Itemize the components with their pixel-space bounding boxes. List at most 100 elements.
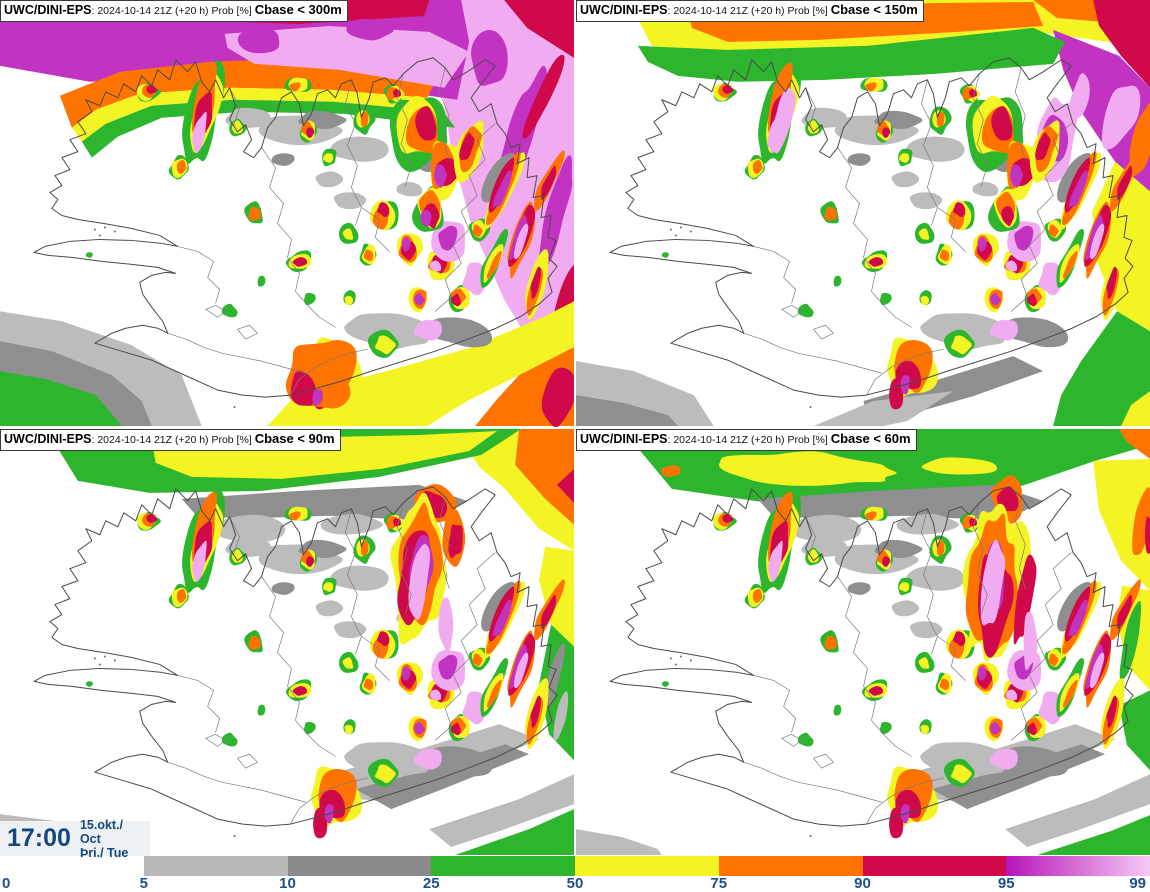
threshold-label: Cbase < 150m — [830, 2, 918, 17]
prob-band — [0, 371, 122, 427]
prob-contour — [1089, 223, 1105, 260]
panel-title: UWC/DINI-EPS: 2024-10-14 21Z (+20 h) Pro… — [0, 0, 348, 22]
region-border — [438, 67, 450, 160]
prob-contour — [989, 748, 1018, 770]
prob-contour — [1048, 224, 1059, 238]
prob-band — [71, 87, 444, 142]
region-border — [237, 324, 258, 340]
prob-contour — [304, 292, 316, 306]
colorbar-segment — [0, 856, 144, 876]
prob-contour — [1038, 262, 1062, 296]
prob-contour — [312, 389, 323, 406]
probability-map-cbase-300m — [0, 0, 574, 427]
probability-map-cbase-60m — [576, 429, 1150, 856]
prob-contour — [899, 153, 910, 163]
island-dot — [674, 663, 677, 666]
region-border — [261, 147, 308, 306]
island-dot — [233, 835, 236, 838]
prob-contour — [290, 370, 316, 406]
island-dot — [103, 226, 106, 229]
panel-title: UWC/DINI-EPS: 2024-10-14 21Z (+20 h) Pro… — [0, 429, 341, 451]
region-border — [434, 552, 496, 741]
probability-map-cbase-150m — [576, 0, 1150, 427]
panel-title: UWC/DINI-EPS: 2024-10-14 21Z (+20 h) Pro… — [576, 0, 924, 22]
prob-contour — [939, 678, 950, 691]
prob-contour — [1062, 679, 1078, 708]
valid-time-box: 17:00 15.okt./ Oct Þri./ Tue — [0, 818, 150, 860]
prob-contour — [990, 293, 1001, 306]
prob-contour — [306, 127, 315, 138]
prob-contour — [85, 252, 93, 258]
prob-contour — [401, 666, 411, 681]
island-dot — [689, 230, 692, 233]
prob-contour — [1117, 594, 1133, 629]
prob-contour — [513, 223, 529, 260]
prob-contour — [415, 106, 437, 141]
prob-band — [1004, 746, 1069, 777]
region-border — [177, 675, 220, 733]
prob-contour — [450, 293, 461, 307]
island-dot — [98, 234, 101, 237]
prob-contour — [1068, 170, 1088, 208]
prob-contour — [882, 556, 891, 567]
prob-band — [333, 192, 367, 210]
prob-band — [906, 136, 965, 162]
colorbar-tick-label: 5 — [139, 875, 148, 892]
prob-contour — [472, 653, 483, 667]
region-border — [167, 761, 306, 803]
prob-contour — [438, 654, 458, 680]
region-border — [743, 332, 882, 374]
prob-contour — [393, 89, 402, 98]
region-border — [883, 733, 912, 757]
prob-contour — [807, 120, 819, 134]
prob-band — [469, 429, 574, 551]
model-label: UWC/DINI-EPS — [4, 432, 92, 446]
prob-band — [1144, 516, 1150, 554]
prob-contour — [797, 732, 814, 747]
prob-band — [544, 643, 565, 707]
island-dot — [113, 659, 116, 662]
prob-contour — [289, 82, 301, 92]
prob-band — [1093, 458, 1150, 591]
region-border — [837, 147, 884, 306]
prob-band — [1119, 429, 1150, 459]
prob-band — [271, 153, 295, 166]
probability-map-cbase-90m — [0, 429, 574, 856]
region-border — [396, 73, 412, 186]
prob-band — [637, 27, 1066, 82]
prob-contour — [342, 228, 354, 240]
valid-weekday: Þri./ Tue — [79, 845, 129, 860]
prob-contour — [462, 691, 486, 725]
prob-contour — [438, 597, 454, 654]
run-info: : 2024-10-14 21Z (+20 h) Prob [%] — [91, 434, 252, 446]
forecast-panel-cbase-150m: UWC/DINI-EPS: 2024-10-14 21Z (+20 h) Pro… — [576, 0, 1150, 427]
prob-contour — [377, 631, 390, 646]
prob-contour — [486, 250, 502, 279]
prob-contour — [833, 704, 842, 716]
region-border — [937, 636, 966, 681]
region-border — [972, 502, 988, 615]
prob-band — [428, 317, 493, 348]
region-border — [438, 496, 450, 589]
prob-band — [557, 468, 574, 503]
prob-contour — [472, 224, 483, 238]
prob-contour — [661, 252, 669, 258]
iceland-coastline — [609, 57, 1134, 398]
colorbar-segment — [431, 856, 575, 876]
prob-contour — [990, 722, 1001, 735]
probability-colorbar: 0 5 10 25 50 75 90 95 99 — [0, 856, 1150, 892]
prob-band — [315, 171, 344, 188]
prob-contour — [1117, 165, 1133, 200]
island-dot — [233, 406, 236, 409]
prob-band — [891, 171, 920, 188]
region-border — [805, 87, 816, 127]
prob-band — [1119, 690, 1150, 771]
prob-contour — [752, 160, 763, 175]
prob-contour — [991, 106, 1013, 141]
region-border — [921, 508, 938, 655]
region-border — [866, 348, 944, 396]
prob-band — [471, 29, 508, 86]
prob-contour — [953, 202, 966, 217]
prob-contour — [1026, 293, 1037, 307]
region-border — [434, 123, 496, 312]
